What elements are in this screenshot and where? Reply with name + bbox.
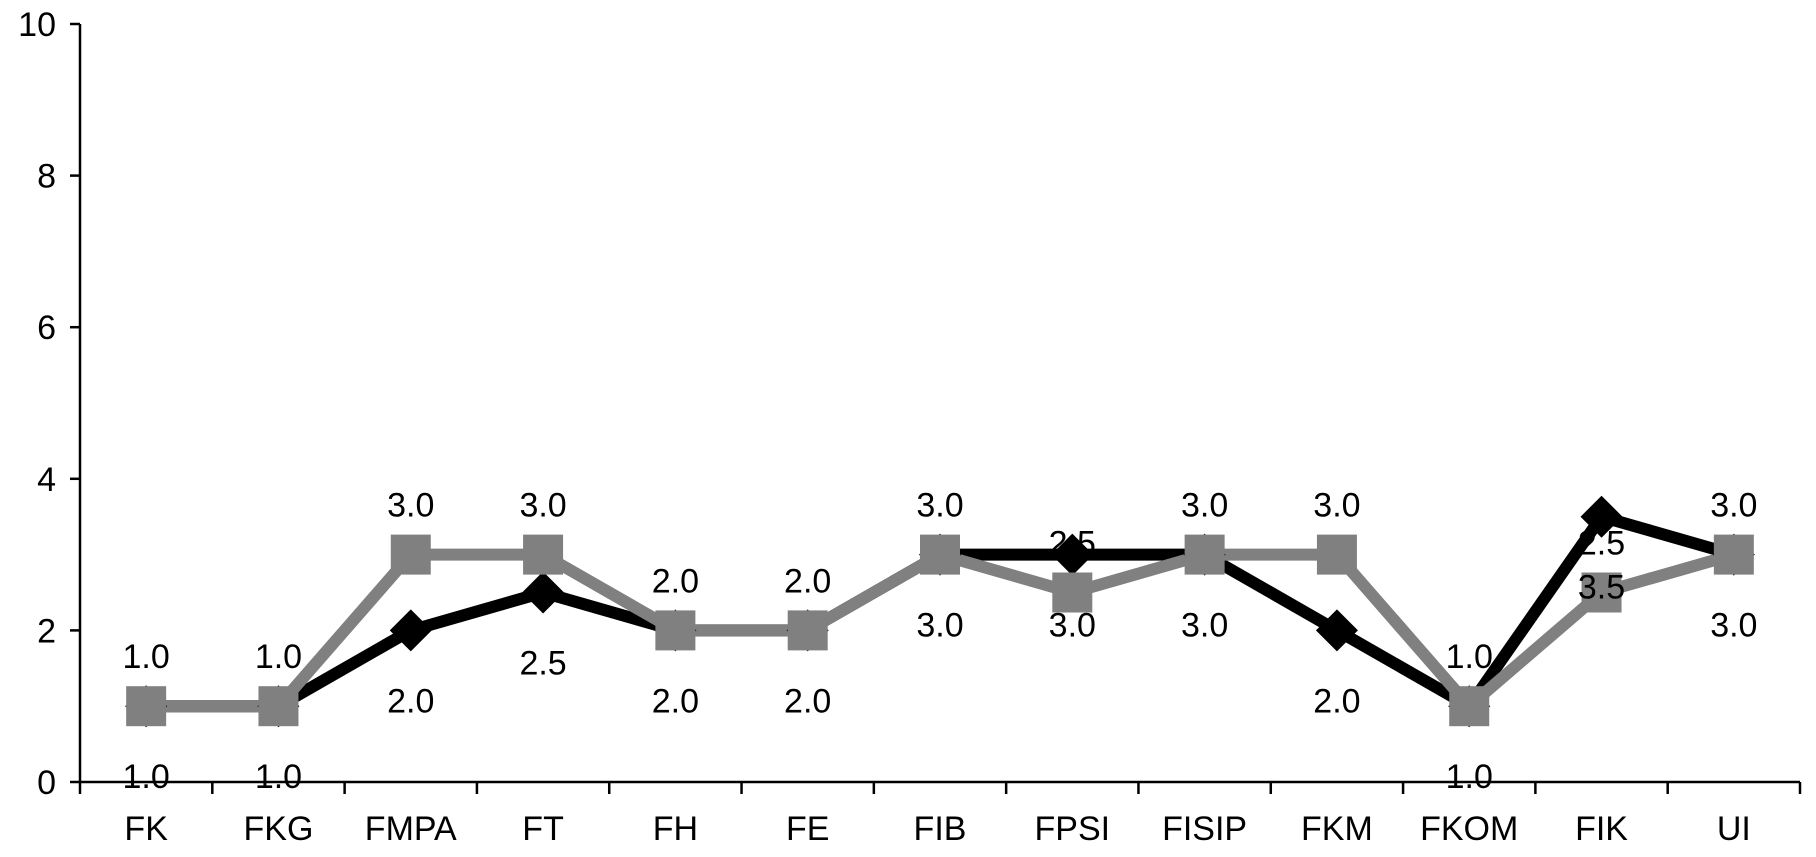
- series-1-data-label: 2.0: [652, 682, 699, 720]
- series-1-data-label: 3.0: [1710, 607, 1757, 645]
- series-2-data-label: 3.0: [1710, 487, 1757, 525]
- series-1-data-label: 2.5: [519, 645, 566, 683]
- y-tick-label: 4: [37, 461, 56, 499]
- series-1-data-label: 3.0: [1049, 607, 1096, 645]
- series-1-data-label: 1.0: [1446, 758, 1493, 796]
- y-tick-label: 10: [18, 6, 56, 44]
- x-tick-label: FIB: [914, 810, 967, 848]
- data-labels: 1.0 1.0 2.0 2.5 2.0 2.0 3.0 3.0 3.0 2.0 1.0 3.5 3.0 1…: [123, 487, 1758, 797]
- x-tick-label: FISIP: [1162, 810, 1247, 848]
- series-2-point: [1713, 534, 1754, 575]
- x-tick-label: FMPA: [365, 810, 457, 848]
- series-2-point: [787, 610, 828, 651]
- x-tick-label: FK: [124, 810, 168, 848]
- series-2-data-label: 2.0: [784, 562, 831, 600]
- series-1-data-label: 3.0: [916, 607, 963, 645]
- series-1-point: [522, 571, 565, 614]
- series-1-point: [1315, 609, 1358, 652]
- series-markers: [125, 495, 1755, 728]
- series-2-point: [655, 610, 696, 651]
- series-2-point: [523, 534, 564, 575]
- series-1-point: [1580, 495, 1623, 538]
- series-2-point: [390, 534, 431, 575]
- x-tick-label: FKOM: [1420, 810, 1518, 848]
- series-1-data-label: 1.0: [255, 758, 302, 796]
- y-tick-label: 6: [37, 309, 56, 347]
- series-2-point: [1316, 534, 1357, 575]
- series-2-point: [1184, 534, 1225, 575]
- y-tick-label: 2: [37, 612, 56, 650]
- series-2-data-label: 2.5: [1578, 525, 1625, 563]
- series-2-data-label: 3.0: [519, 487, 566, 525]
- x-tick-label: FKM: [1301, 810, 1373, 848]
- series-1-point: [389, 609, 432, 652]
- x-tick-label: FIK: [1575, 810, 1628, 848]
- series-2-point: [1581, 572, 1622, 613]
- x-tick-label: FKG: [244, 810, 314, 848]
- series-1-data-label: 3.5: [1578, 569, 1625, 607]
- axes: 0 2 4 6 8 10 FK FKG FMPA FT FH FE FIB FPSI FISIP FKM FKO…: [18, 6, 1802, 848]
- series-1-data-label: 3.0: [1181, 607, 1228, 645]
- series-1-point: [1051, 533, 1094, 576]
- series-2-point: [258, 686, 299, 727]
- series-2-data-label: 2.0: [652, 562, 699, 600]
- y-tick-label: 0: [37, 764, 56, 802]
- series-2-data-label: 1.0: [255, 638, 302, 676]
- x-tick-label: UI: [1717, 810, 1751, 848]
- series-2-data-label: 3.0: [1181, 487, 1228, 525]
- series-1-data-label: 2.0: [387, 682, 434, 720]
- series-2-data-label: 1.0: [1446, 638, 1493, 676]
- series-2-data-label: 3.0: [916, 487, 963, 525]
- series-2-data-label: 3.0: [387, 487, 434, 525]
- series-2-data-label: 2.5: [1049, 525, 1096, 563]
- series-2-data-label: 3.0: [1313, 487, 1360, 525]
- series-2-point: [1449, 686, 1490, 727]
- series-1-data-label: 2.0: [1313, 682, 1360, 720]
- series-2-data-label: 1.0: [123, 638, 170, 676]
- x-tick-label: FT: [522, 810, 564, 848]
- series-1-data-label: 1.0: [123, 758, 170, 796]
- series-2-point: [126, 686, 167, 727]
- x-tick-label: FPSI: [1035, 810, 1111, 848]
- x-tick-label: FH: [653, 810, 698, 848]
- series-2-point: [1052, 572, 1093, 613]
- series-1-data-label: 2.0: [784, 682, 831, 720]
- y-tick-label: 8: [37, 158, 56, 196]
- series-2-point: [920, 534, 960, 575]
- x-tick-label: FE: [786, 810, 829, 848]
